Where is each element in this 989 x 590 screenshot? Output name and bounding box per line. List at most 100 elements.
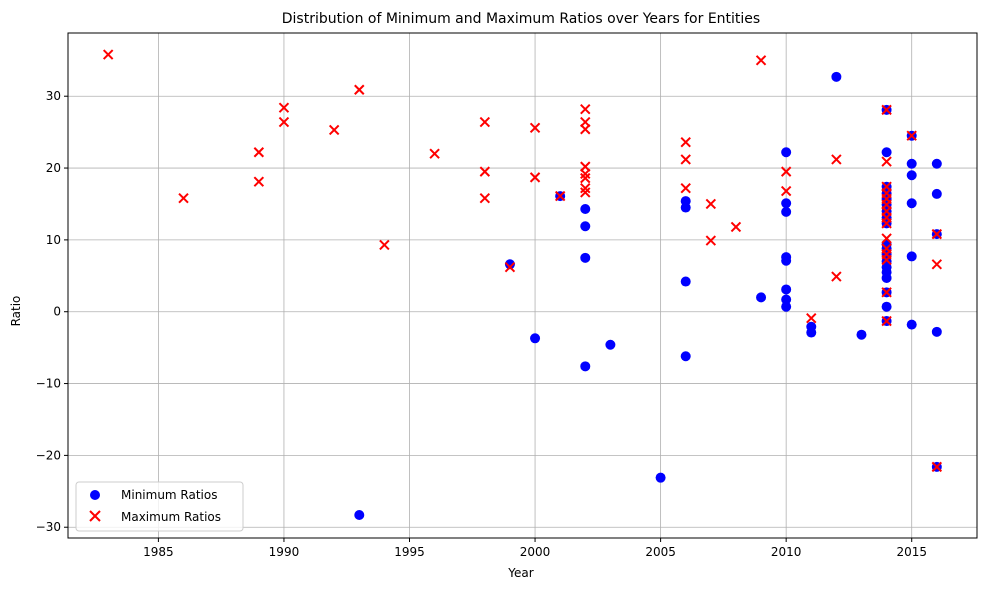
max-ratio-point [580,124,591,135]
min-ratio-point [781,294,792,305]
max-ratio-point [479,116,491,128]
min-ratio-point [781,198,792,209]
y-tick-label: 0 [53,305,61,319]
max-ratio-point [479,193,491,204]
max-ratio-point [479,166,491,177]
max-ratio-point [705,235,717,246]
max-ratio-point [580,103,591,115]
max-ratio-point [931,259,943,270]
grid-lines [68,33,977,538]
min-ratio-point [781,284,792,295]
x-axis-title: Year [507,566,533,580]
max-ratio-point [931,228,943,240]
x-tick-label: 2015 [896,545,927,559]
x-tick-label: 1985 [143,545,174,559]
min-ratio-point [580,252,591,263]
y-axis-title: Ratio [9,296,23,327]
max-ratio-point [429,148,440,159]
min-ratio-point [906,158,917,169]
min-ratio-point [856,329,867,340]
min-ratio-point [756,292,767,303]
max-ratio-point [906,130,917,141]
x-tick-label: 1995 [394,545,425,559]
max-ratio-point [680,136,691,148]
max-ratio-point [328,124,340,136]
min-ratio-point [781,255,792,266]
min-ratio-point [831,71,842,82]
min-ratio-point [906,319,917,330]
max-ratio-point [730,221,742,233]
max-ratio-point [881,156,892,167]
min-ratio-point [680,276,691,287]
y-tick-label: −20 [36,448,61,462]
min-ratio-point [931,326,942,337]
max-ratio-point [529,172,541,183]
min-ratio-point [580,203,591,214]
min-ratio-point [530,333,541,344]
max-ratio-point [881,287,892,298]
x-tick-label: 2005 [645,545,676,559]
max-ratio-point [253,147,265,158]
max-ratio-point [580,187,591,198]
max-ratio-point [580,172,591,184]
axis-ticks: 1985 1990 1995 2000 2005 2010 2015 −30 −20 −10 0 10… [36,89,927,559]
max-ratio-point [881,104,892,116]
min-ratio-point [504,259,515,270]
y-tick-label: 30 [46,89,61,103]
max-ratio-point [278,116,290,128]
legend-marker-min [90,490,100,500]
legend-box [75,481,244,532]
max-ratio-point [755,55,767,66]
max-ratio-point [580,182,591,194]
max-ratio-point [379,239,390,251]
min-ratio-point [881,147,892,158]
max-ratio-point [680,154,691,165]
min-ratio-point [931,188,942,199]
max-ratio-point [705,198,717,210]
min-ratio-point [680,202,691,213]
min-ratio-point [605,339,616,350]
max-ratio-point [780,166,792,177]
max-ratio-point [504,261,516,273]
max-ratio-point [881,254,892,266]
max-ratio-point [881,218,892,229]
legend-marker-max [89,510,101,522]
max-ratio-point [780,185,792,197]
chart-title: Distribution of Minimum and Maximum Rati… [282,11,760,27]
x-tick-label: 2000 [520,545,551,559]
y-tick-label: 10 [46,233,61,247]
max-ratio-point [554,190,566,202]
max-ratio-point [881,315,892,327]
legend: Minimum Ratios Maximum Ratios [75,481,244,532]
min-ratio-point [781,206,792,217]
min-ratio-point [655,472,666,483]
max-ratio-point [931,461,943,473]
max-ratio-point [680,182,691,194]
min-ratio-point [580,221,591,232]
max-ratio-point [580,168,591,180]
min-ratio-point [781,147,792,158]
max-ratio-point [354,84,365,95]
plot-area-frame [67,32,978,539]
max-ratio-point [102,49,114,60]
max-ratio-point [806,312,817,324]
min-ratio-point [680,351,691,362]
min-ratio-point [881,272,892,283]
data-points [102,49,943,521]
min-ratio-point [931,158,942,169]
min-ratio-point [906,198,917,209]
max-ratio-point [278,102,290,113]
x-tick-label: 1990 [269,545,300,559]
legend-label-max: Maximum Ratios [121,510,221,524]
max-ratio-point [881,233,892,244]
min-ratio-point [781,301,792,312]
x-tick-label: 2010 [771,545,802,559]
max-ratio-point [831,154,842,165]
max-ratio-point [831,271,842,282]
min-ratio-point [906,170,917,181]
max-ratio-point [529,122,541,134]
y-tick-label: −30 [36,520,61,534]
y-tick-label: −10 [36,377,61,391]
min-ratio-point [881,301,892,312]
